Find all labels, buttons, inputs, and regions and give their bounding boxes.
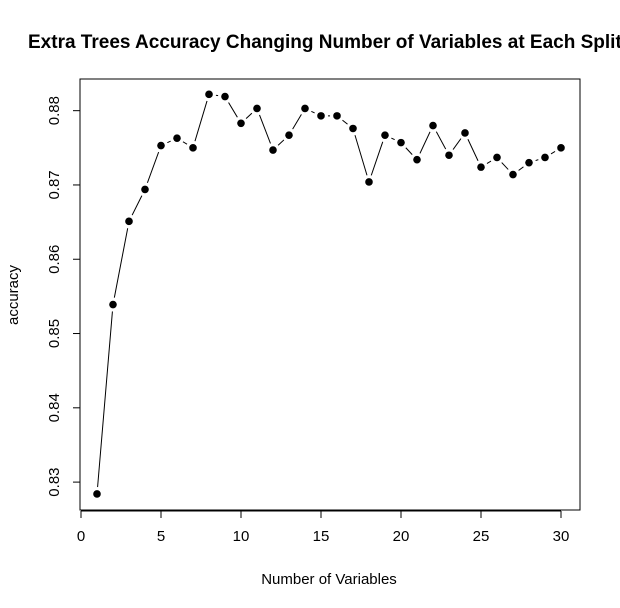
y-axis: 0.83 0.84 0.85 0.86 0.87 0.88: [46, 96, 81, 497]
x-tick-label: 0: [77, 528, 85, 545]
data-point: [285, 131, 293, 139]
data-point: [493, 153, 501, 162]
data-point: [109, 300, 117, 309]
data-point: [141, 185, 149, 194]
data-point: [173, 134, 181, 142]
data-point: [333, 112, 341, 120]
data-point: [253, 104, 261, 113]
data-point: [461, 129, 469, 137]
y-tick-label: 0.84: [46, 393, 63, 422]
y-tick-label: 0.86: [46, 245, 63, 274]
y-tick-label: 0.88: [46, 96, 63, 125]
y-tick-label: 0.85: [46, 319, 63, 348]
data-point: [477, 163, 485, 171]
chart-title: Extra Trees Accuracy Changing Number of …: [28, 32, 620, 53]
x-tick-label: 5: [157, 528, 165, 545]
data-point: [301, 104, 309, 113]
data-point: [381, 131, 389, 139]
x-tick-label: 30: [553, 528, 570, 545]
data-point: [205, 90, 213, 99]
data-point: [509, 170, 517, 179]
data-point: [365, 178, 373, 186]
data-point: [157, 141, 165, 150]
data-point: [413, 155, 421, 164]
data-point: [397, 138, 405, 147]
x-tick-label: 10: [233, 528, 250, 545]
data-point: [237, 119, 245, 128]
y-tick-label: 0.83: [46, 467, 63, 496]
data-point: [93, 490, 101, 498]
data-point: [221, 92, 229, 101]
data-point: [541, 153, 549, 162]
data-point: [429, 121, 437, 130]
data-point: [525, 158, 533, 167]
data-point: [125, 217, 133, 226]
plot-area: 0 5 10 15 20 25 30 0.83 0.84 0.85 0.86 0.87 0.88: [46, 78, 581, 545]
x-axis-title: Number of Variables: [261, 571, 397, 588]
data-point: [317, 112, 325, 120]
y-axis-title: accuracy: [5, 264, 22, 325]
data-point: [269, 146, 277, 154]
data-point: [189, 144, 197, 152]
data-point: [557, 144, 565, 152]
data-point: [349, 124, 357, 133]
x-tick-label: 20: [393, 528, 410, 545]
data-point: [445, 151, 453, 160]
x-tick-label: 25: [473, 528, 490, 545]
series-points: [90, 87, 568, 501]
y-tick-label: 0.87: [46, 170, 63, 199]
x-tick-label: 15: [313, 528, 330, 545]
x-axis: 0 5 10 15 20 25 30: [77, 510, 570, 545]
